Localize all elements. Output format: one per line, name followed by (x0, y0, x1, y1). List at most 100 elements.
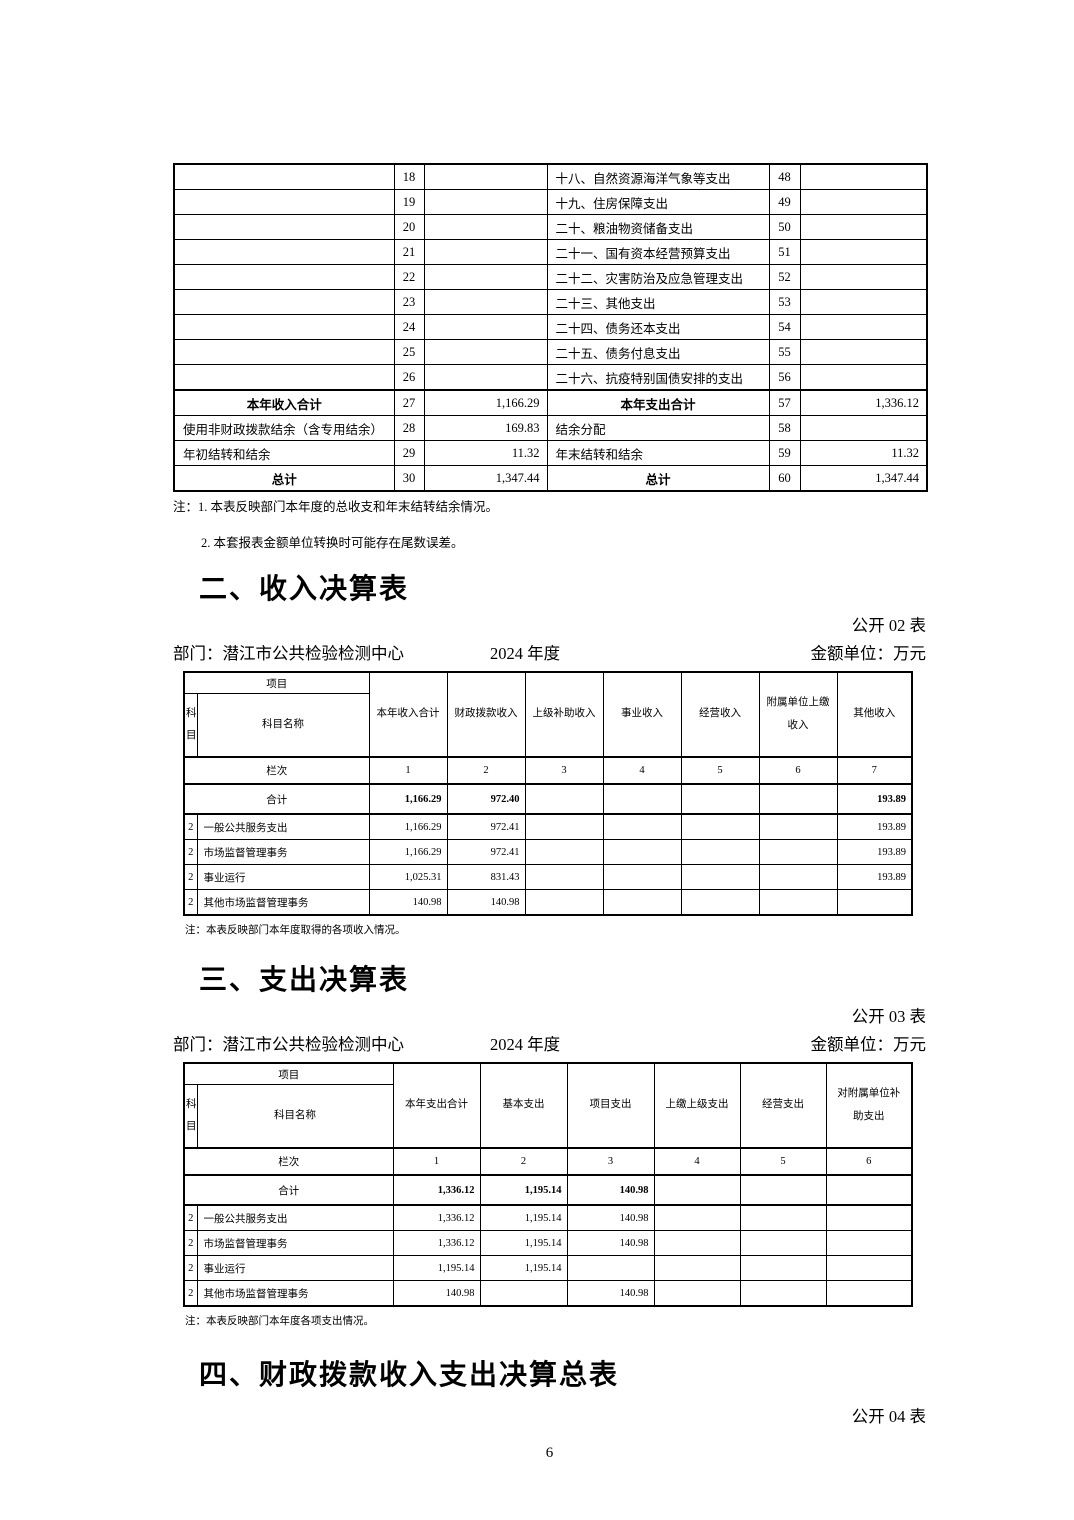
expense-amount-cell: 1,336.12 (799, 389, 928, 416)
subject-code-cell: 2 (183, 1230, 198, 1256)
column-header: 经营支出 (739, 1062, 827, 1149)
expense-item-cell: 二十三、其他支出 (546, 289, 770, 315)
expense-amount-cell (799, 289, 928, 315)
expense-amount-cell: 11.32 (799, 440, 928, 466)
row-no-cell: 51 (768, 239, 801, 265)
row-no-cell: 22 (393, 264, 425, 290)
subject-name-cell: 事业运行 (196, 864, 370, 890)
income-amount-cell (423, 239, 548, 265)
expense-amount-cell (799, 364, 928, 391)
subject-code-cell: 2 (183, 1204, 198, 1231)
subject-name-header: 科目名称 (196, 693, 370, 758)
expense-statement-table: 项目 本年支出合计 基本支出 项目支出 上缴上级支出 经营支出 对附属单位补助支… (183, 1062, 913, 1307)
table-row: 23 二十三、其他支出 53 (173, 289, 928, 315)
table-row: 2 其他市场监督管理事务 140.98 140.98 (183, 889, 913, 916)
overall-balance-table: 18 十八、自然资源海洋气象等支出 48 19 十九、住房保障支出 49 20 … (173, 163, 928, 492)
table-row: 18 十八、自然资源海洋气象等支出 48 (173, 163, 928, 190)
unit-label: 金额单位：万元 (810, 1035, 927, 1054)
grand-total-row: 总计 30 1,347.44 总计 60 1,347.44 (173, 465, 928, 492)
row-no-cell: 58 (768, 415, 801, 441)
total-label-cell: 本年支出合计 (546, 389, 770, 416)
amount-cell: 1,195.14 (479, 1230, 568, 1256)
table-row: 26 二十六、抗疫特别国债安排的支出 56 (173, 364, 928, 391)
column-header: 财政拨款收入 (446, 671, 526, 758)
amount-cell (602, 864, 682, 890)
column-header: 附属单位上缴收入 (758, 671, 838, 758)
expense-amount-cell (799, 264, 928, 290)
amount-cell (680, 864, 760, 890)
expense-amount-cell (799, 415, 928, 441)
income-amount-cell (423, 214, 548, 240)
amount-cell: 193.89 (836, 839, 913, 865)
sheet-code: 公开 04 表 (851, 1407, 926, 1426)
amount-cell (602, 783, 682, 815)
row-no-cell: 30 (393, 465, 425, 492)
amount-cell (524, 864, 604, 890)
amount-cell (739, 1174, 827, 1206)
row-no-cell: 50 (768, 214, 801, 240)
table-row: 20 二十、粮油物资储备支出 50 (173, 214, 928, 240)
amount-cell: 1,336.12 (392, 1174, 481, 1206)
amount-cell (602, 813, 682, 840)
section-title-fiscal-appropriation: 四、财政拨款收入支出决算总表 (199, 1360, 620, 1391)
expense-amount-cell (799, 239, 928, 265)
row-no-cell: 25 (393, 339, 425, 365)
subject-code-cell: 2 (183, 1255, 198, 1281)
amount-cell (739, 1204, 827, 1231)
header-row: 项目 本年收入合计 财政拨款收入 上级补助收入 事业收入 经营收入 附属单位上缴… (183, 671, 913, 758)
subject-name-cell: 一般公共服务支出 (196, 1204, 394, 1231)
subject-name-cell: 市场监督管理事务 (196, 839, 370, 865)
income-amount-cell: 1,347.44 (423, 465, 548, 492)
income-amount-cell (423, 264, 548, 290)
amount-cell (566, 1255, 655, 1281)
item-label-cell: 结余分配 (546, 415, 770, 441)
carryover-row: 年初结转和结余 29 11.32 年末结转和结余 59 11.32 (173, 440, 928, 466)
income-item-cell (173, 214, 395, 240)
header-row: 项目 本年支出合计 基本支出 项目支出 上缴上级支出 经营支出 对附属单位补助支… (183, 1062, 913, 1149)
subject-code-cell: 2 (183, 864, 198, 890)
expense-amount-cell (799, 163, 928, 190)
index-label-cell: 栏次 (183, 756, 370, 785)
expense-amount-cell (799, 314, 928, 340)
total-label-cell: 合计 (183, 1174, 394, 1206)
amount-cell (653, 1204, 741, 1231)
amount-cell (602, 889, 682, 916)
amount-cell (602, 839, 682, 865)
project-header-cell: 项目 (183, 671, 370, 694)
subject-code-cell: 2 (183, 1280, 198, 1307)
subject-name-header: 科目名称 (196, 1084, 394, 1149)
row-no-cell: 56 (768, 364, 801, 391)
index-cell: 6 (825, 1147, 913, 1176)
amount-cell: 972.40 (446, 783, 526, 815)
amount-cell: 193.89 (836, 783, 913, 815)
total-label-cell: 总计 (546, 465, 770, 492)
column-index-row: 栏次 1 2 3 4 5 6 (183, 1147, 913, 1176)
department-label: 部门：潜江市公共检验检测中心 (173, 644, 404, 663)
subject-name-cell: 一般公共服务支出 (196, 813, 370, 840)
unit-label: 金额单位：万元 (810, 644, 927, 663)
amount-cell (524, 783, 604, 815)
table-row: 2 市场监督管理事务 1,166.29 972.41 193.89 (183, 839, 913, 865)
row-no-cell: 26 (393, 364, 425, 391)
row-no-cell: 20 (393, 214, 425, 240)
row-no-cell: 18 (393, 163, 425, 190)
subject-name-cell: 市场监督管理事务 (196, 1230, 394, 1256)
amount-cell: 972.41 (446, 839, 526, 865)
expense-item-cell: 二十六、抗疫特别国债安排的支出 (546, 364, 770, 391)
index-cell: 3 (566, 1147, 655, 1176)
income-item-cell (173, 289, 395, 315)
subject-name-cell: 事业运行 (196, 1255, 394, 1281)
amount-cell: 140.98 (368, 889, 448, 916)
total-row: 合计 1,166.29 972.40 193.89 (183, 783, 913, 815)
table-notes: 注：1. 本表反映部门本年度的总收支和年末结转结余情况。 2. 本套报表金额单位… (173, 499, 926, 552)
fiscal-year-label: 2024 年度 (490, 1035, 561, 1054)
expense-item-cell: 二十二、灾害防治及应急管理支出 (546, 264, 770, 290)
expense-amount-cell (799, 214, 928, 240)
amount-cell: 1,166.29 (368, 839, 448, 865)
amount-cell: 1,195.14 (479, 1204, 568, 1231)
table-row: 21 二十一、国有资本经营预算支出 51 (173, 239, 928, 265)
income-amount-cell: 169.83 (423, 415, 548, 441)
amount-cell: 140.98 (392, 1280, 481, 1307)
table-row: 2 一般公共服务支出 1,166.29 972.41 193.89 (183, 813, 913, 840)
amount-cell (758, 889, 838, 916)
